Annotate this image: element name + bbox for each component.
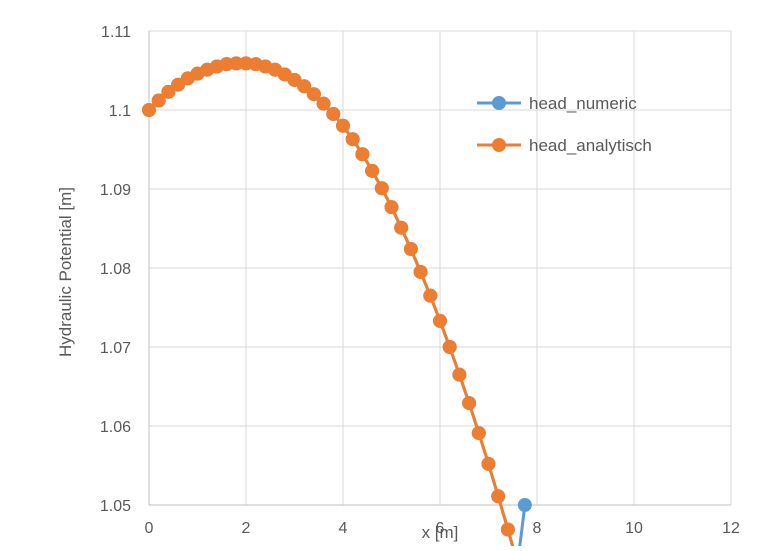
y-axis-title: Hydraulic Potential [m] bbox=[56, 187, 75, 357]
data-point-head-analytisch bbox=[471, 426, 486, 441]
legend-item-head-numeric: head_numeric bbox=[477, 94, 637, 113]
data-point-head-analytisch bbox=[151, 93, 166, 108]
data-point-head-analytisch bbox=[326, 106, 341, 121]
y-tick-label: 1.1 bbox=[109, 103, 131, 120]
legend-item-head-analytisch: head_analytisch bbox=[477, 136, 652, 155]
data-point-head-analytisch bbox=[394, 220, 409, 235]
data-point-head-analytisch bbox=[297, 79, 312, 94]
series-head-analytisch bbox=[142, 56, 516, 551]
legend-label-head-analytisch: head_analytisch bbox=[529, 136, 652, 155]
data-point-head-analytisch bbox=[384, 200, 399, 215]
x-tick-label: 4 bbox=[339, 520, 348, 537]
x-tick-label: 0 bbox=[145, 520, 154, 537]
data-point-head-analytisch bbox=[229, 56, 244, 71]
data-point-head-analytisch bbox=[365, 163, 380, 178]
y-tick-label: 1.05 bbox=[100, 498, 131, 515]
data-point-head-analytisch bbox=[413, 264, 428, 279]
data-point-head-analytisch bbox=[442, 340, 457, 354]
data-point-head-analytisch bbox=[403, 242, 418, 257]
data-point-head-analytisch bbox=[500, 522, 515, 537]
legend: head_numeric head_analytisch bbox=[477, 94, 652, 155]
data-point-head-analytisch bbox=[452, 367, 467, 382]
data-point-head-analytisch bbox=[142, 103, 156, 117]
y-tick-label: 1.09 bbox=[100, 182, 131, 199]
x-tick-label: 8 bbox=[533, 520, 542, 537]
x-tick-label: 6 bbox=[436, 520, 445, 537]
data-point-head-analytisch bbox=[462, 396, 477, 411]
legend-marker-head-analytisch bbox=[492, 138, 506, 152]
x-axis-title: x [m] bbox=[422, 523, 459, 542]
data-point-head-analytisch bbox=[336, 118, 350, 133]
data-point-head-analytisch bbox=[374, 181, 389, 196]
data-point-head-analytisch bbox=[306, 87, 321, 102]
x-tick-label: 2 bbox=[242, 520, 251, 537]
x-tick-label: 10 bbox=[625, 520, 643, 537]
data-point-head-analytisch bbox=[433, 313, 447, 328]
data-point-head-numeric bbox=[517, 498, 532, 512]
data-point-head-analytisch bbox=[345, 132, 360, 147]
data-point-head-analytisch bbox=[316, 96, 331, 111]
y-tick-label: 1.11 bbox=[101, 24, 131, 41]
grid-layer bbox=[148, 30, 732, 506]
y-tick-label: 1.07 bbox=[100, 340, 131, 357]
y-tick-label: 1.08 bbox=[100, 261, 131, 278]
y-tick-label: 1.06 bbox=[100, 419, 131, 436]
legend-marker-head-numeric bbox=[492, 96, 506, 110]
data-point-head-analytisch bbox=[423, 288, 438, 303]
x-tick-label: 12 bbox=[722, 520, 740, 537]
legend-label-head-numeric: head_numeric bbox=[529, 94, 637, 113]
data-point-head-analytisch bbox=[481, 456, 496, 471]
series-layer bbox=[142, 56, 532, 551]
data-point-head-analytisch bbox=[491, 489, 506, 504]
tick-layer: 0 2 4 6 8 10 12 1.05 1.06 1.07 1.08 1.09 1.1 1.11 bbox=[100, 24, 740, 537]
data-point-head-analytisch bbox=[355, 147, 370, 162]
data-point-head-analytisch bbox=[161, 84, 176, 99]
